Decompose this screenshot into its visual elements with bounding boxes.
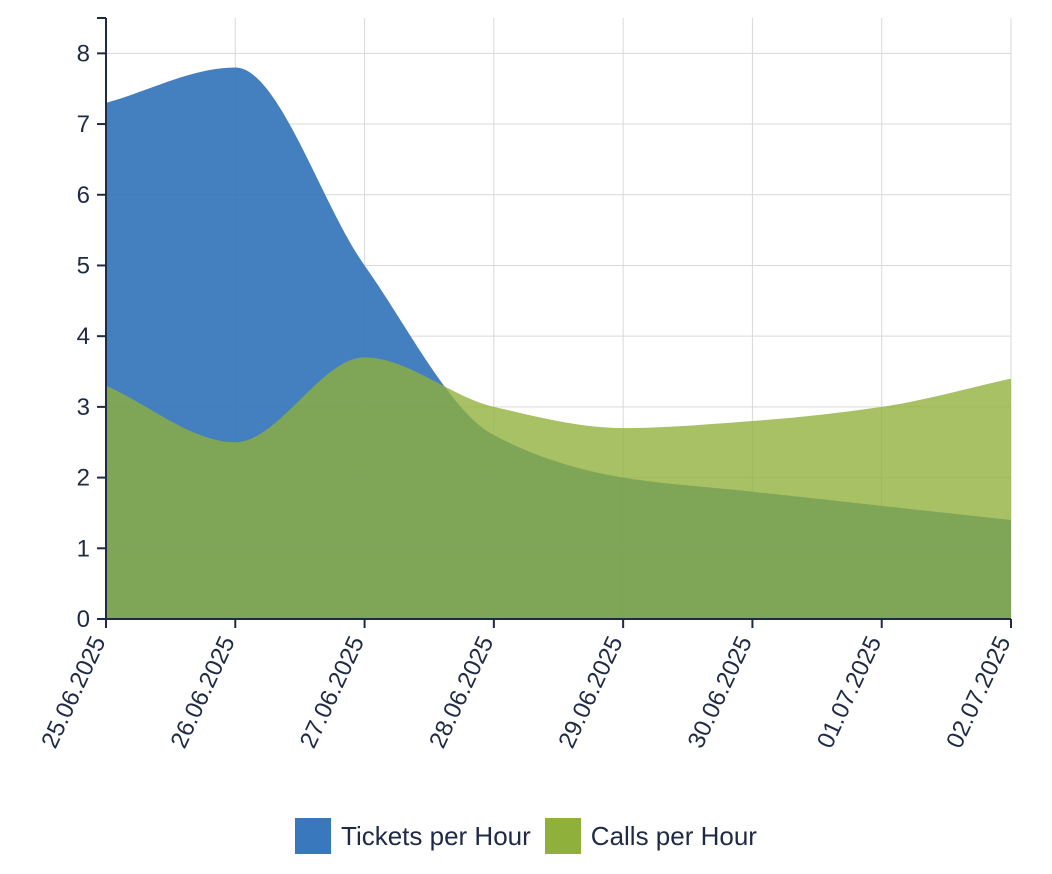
x-tick-label: 25.06.2025 (36, 632, 111, 752)
legend: Tickets per Hour Calls per Hour (0, 814, 1052, 858)
legend-label-tickets: Tickets per Hour (341, 820, 531, 851)
legend-label-calls: Calls per Hour (590, 820, 757, 851)
y-tick-label: 5 (77, 252, 90, 279)
x-tick-label: 29.06.2025 (553, 632, 628, 752)
legend-item-tickets[interactable]: Tickets per Hour (295, 818, 531, 854)
y-tick-label: 2 (77, 465, 90, 492)
legend-item-calls[interactable]: Calls per Hour (544, 818, 757, 854)
series-areas (106, 67, 1011, 619)
x-tick-label: 28.06.2025 (424, 632, 499, 752)
x-tick-label: 30.06.2025 (683, 632, 758, 752)
y-tick-label: 1 (77, 535, 90, 562)
y-tick-label: 8 (77, 40, 90, 67)
area-chart: 0 1 2 3 4 5 6 7 8 25.06.2025 26.06.2025 27.06.2025… (36, 17, 1016, 752)
y-tick-label: 3 (77, 394, 90, 421)
y-tick-label: 6 (77, 182, 90, 209)
y-axis-ticks: 0 1 2 3 4 5 6 7 8 (77, 40, 106, 633)
legend-swatch-calls (544, 818, 581, 854)
y-tick-label: 4 (77, 323, 90, 350)
legend-swatch-tickets (295, 818, 332, 854)
series-area-calls-per-hour (106, 357, 1011, 619)
x-tick-label: 27.06.2025 (295, 632, 370, 752)
x-tick-label: 26.06.2025 (165, 632, 240, 752)
axes (97, 17, 1011, 620)
x-axis-ticks: 25.06.2025 26.06.2025 27.06.2025 28.06.2025… (36, 619, 1016, 752)
y-tick-label: 0 (77, 606, 90, 633)
y-tick-label: 7 (77, 111, 90, 138)
x-tick-label: 02.07.2025 (941, 632, 1016, 752)
x-tick-label: 01.07.2025 (812, 632, 887, 752)
